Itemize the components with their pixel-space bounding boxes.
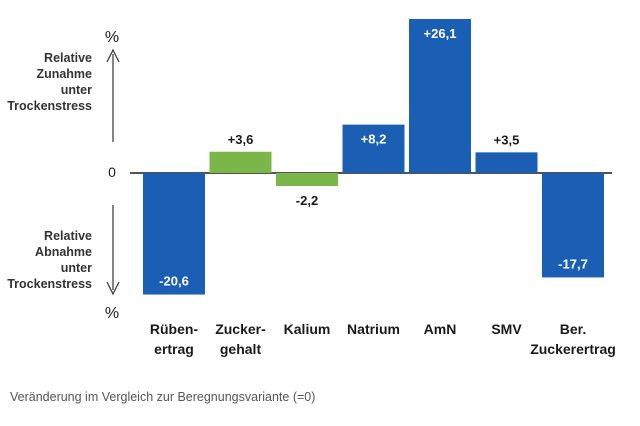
bar-value-label: -17,7 (558, 256, 588, 271)
category-label: Kalium (284, 321, 331, 337)
bar-value-label: -20,6 (159, 274, 189, 289)
bar (143, 173, 205, 295)
axis-increase-label-line: unter (61, 83, 92, 97)
axis-increase-label-line: Relative (44, 51, 92, 65)
category-label: ertrag (154, 341, 194, 357)
axis-increase-label-line: Zunahme (36, 67, 92, 81)
category-label: Rüben- (150, 321, 199, 337)
decrease-arrow-head (106, 281, 120, 296)
bar-value-label: +3,6 (228, 132, 254, 147)
zero-tick-label: 0 (108, 164, 116, 180)
axis-decrease-label-line: unter (61, 261, 92, 275)
bar-value-label: -2,2 (296, 193, 318, 208)
category-label: gehalt (220, 341, 262, 357)
bar (542, 173, 604, 278)
axis-decrease-label-line: Relative (44, 229, 92, 243)
bar (342, 124, 405, 173)
bar-chart: 0%% Relative Zunahme unter Trockenstress Rela… (7, 19, 616, 357)
axis-decrease-label-line: Trockenstress (7, 277, 92, 291)
unit-top-label: % (105, 29, 119, 46)
unit-bottom-label: % (105, 305, 119, 322)
axis-increase-label-line: Trockenstress (7, 99, 92, 113)
increase-arrow-head (106, 48, 120, 63)
category-label: AmN (424, 321, 457, 337)
bar-value-label: +8,2 (361, 132, 387, 147)
category-label: Zucker- (215, 321, 266, 337)
bar (276, 173, 338, 186)
bar (475, 152, 538, 173)
chart-caption: Veränderung im Vergleich zur Beregnungsv… (10, 390, 316, 404)
bar-value-label: +26,1 (424, 26, 457, 41)
category-label: Natrium (347, 321, 400, 337)
bar (209, 151, 272, 173)
category-label: Zuckerertrag (530, 341, 616, 357)
bar (409, 19, 471, 173)
bar-value-label: +3,5 (494, 132, 520, 147)
axis-decrease-label-line: Abnahme (35, 245, 92, 259)
category-label: Ber. (560, 321, 586, 337)
category-label: SMV (491, 321, 522, 337)
